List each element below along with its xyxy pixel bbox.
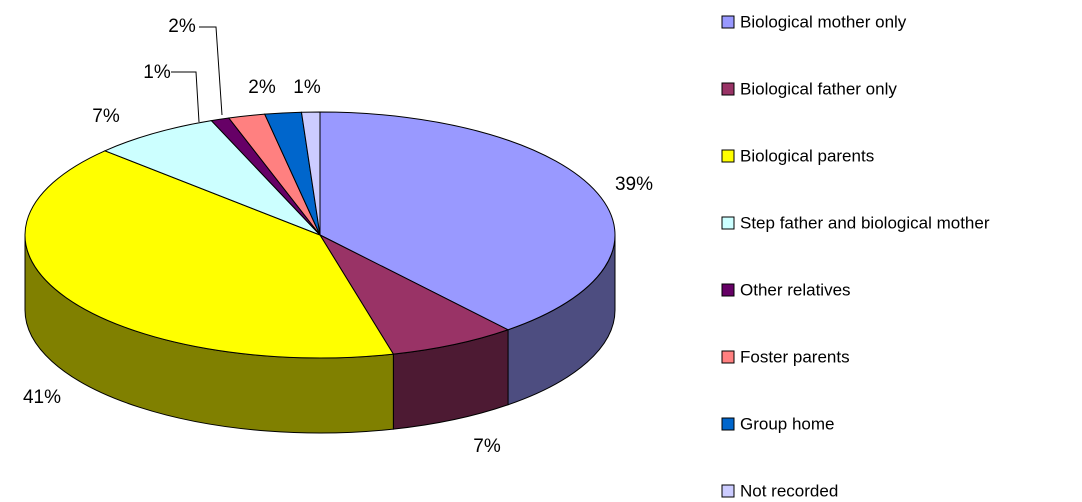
legend-label: Foster parents <box>740 347 850 366</box>
data-label: 39% <box>615 174 653 195</box>
legend-swatch <box>721 484 735 498</box>
data-label: 1% <box>293 77 321 98</box>
legend-label: Step father and biological mother <box>740 213 990 232</box>
legend-label: Biological father only <box>740 79 897 98</box>
legend-label: Group home <box>740 414 835 433</box>
slice <box>318 233 510 355</box>
legend-label: Biological parents <box>740 146 874 165</box>
legend-label: Biological mother only <box>740 12 907 31</box>
data-label: 1% <box>143 62 171 83</box>
data-label: 2% <box>168 16 196 37</box>
legend-label: Not recorded <box>740 481 838 500</box>
legend-swatch <box>721 149 735 163</box>
data-label: 7% <box>473 436 501 457</box>
legend-swatch <box>721 15 735 29</box>
legend-swatch <box>721 350 735 364</box>
slice <box>319 111 616 331</box>
legend-swatch <box>721 216 735 230</box>
data-label: 2% <box>248 77 276 98</box>
legend-swatch <box>721 82 735 96</box>
leader-line <box>199 26 223 116</box>
slice <box>103 120 321 236</box>
legend-label: Other relatives <box>740 280 851 299</box>
leader-line <box>171 71 200 123</box>
data-label: 41% <box>23 387 61 408</box>
legend-swatch <box>721 283 735 297</box>
legend-swatch <box>721 417 735 431</box>
slice <box>24 150 395 359</box>
data-label: 7% <box>92 106 120 127</box>
slice <box>300 111 321 236</box>
